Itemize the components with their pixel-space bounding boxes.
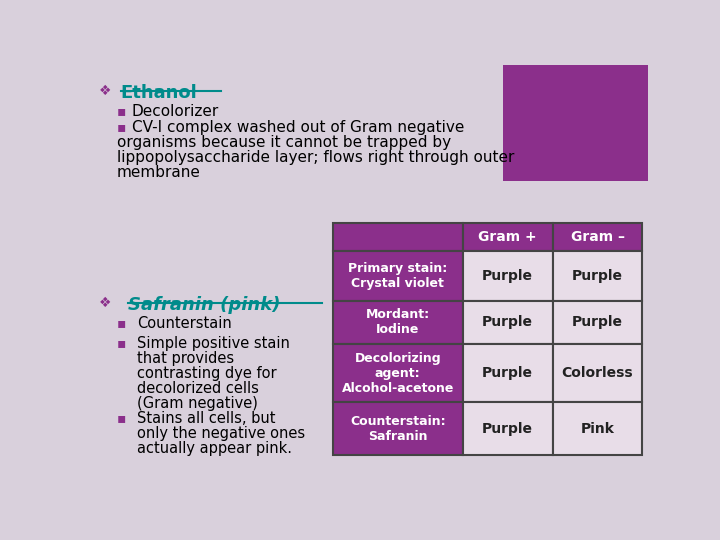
Text: Purple: Purple <box>572 269 623 283</box>
Text: Purple: Purple <box>482 366 534 380</box>
Text: (Gram negative): (Gram negative) <box>138 396 258 411</box>
Text: ▪: ▪ <box>117 336 126 350</box>
Text: Counterstain: Counterstain <box>138 316 232 332</box>
Text: Simple positive stain: Simple positive stain <box>138 336 290 351</box>
Text: that provides: that provides <box>138 351 235 366</box>
Bar <box>553 223 642 251</box>
Text: decolorized cells: decolorized cells <box>138 381 259 396</box>
Text: ▪: ▪ <box>117 120 126 134</box>
Text: ▪: ▪ <box>117 411 126 425</box>
Text: Gram +: Gram + <box>478 230 537 244</box>
Text: Mordant:
Iodine: Mordant: Iodine <box>366 308 430 336</box>
Bar <box>463 402 553 455</box>
Text: Gram –: Gram – <box>570 230 624 244</box>
Text: Stains all cells, but: Stains all cells, but <box>138 411 276 426</box>
Text: Colorless: Colorless <box>562 366 634 380</box>
Text: contrasting dye for: contrasting dye for <box>138 366 277 381</box>
Bar <box>553 344 642 402</box>
Bar <box>333 402 463 455</box>
Text: Decolorizer: Decolorizer <box>132 104 219 119</box>
Bar <box>463 223 553 251</box>
Text: actually appear pink.: actually appear pink. <box>138 441 292 456</box>
Text: Safranin (pink): Safranin (pink) <box>128 295 281 314</box>
Text: Counterstain:
Safranin: Counterstain: Safranin <box>350 415 446 443</box>
Bar <box>553 301 642 344</box>
Bar <box>333 223 463 251</box>
Text: Purple: Purple <box>482 422 534 436</box>
Bar <box>333 344 463 402</box>
Bar <box>333 251 463 301</box>
Text: lippopolysaccharide layer; flows right through outer: lippopolysaccharide layer; flows right t… <box>117 150 514 165</box>
Bar <box>553 251 642 301</box>
Text: ▪: ▪ <box>117 316 126 330</box>
Text: Purple: Purple <box>482 269 534 283</box>
Text: Purple: Purple <box>482 315 534 329</box>
Text: only the negative ones: only the negative ones <box>138 426 305 441</box>
Text: Ethanol: Ethanol <box>121 84 197 102</box>
Bar <box>503 65 648 181</box>
Text: Decolorizing
agent:
Alcohol-acetone: Decolorizing agent: Alcohol-acetone <box>341 352 454 395</box>
Bar <box>463 301 553 344</box>
Text: ❖: ❖ <box>99 295 111 309</box>
Bar <box>463 251 553 301</box>
Text: CV-I complex washed out of Gram negative: CV-I complex washed out of Gram negative <box>132 120 464 134</box>
Bar <box>553 402 642 455</box>
Bar <box>463 344 553 402</box>
Text: organisms because it cannot be trapped by: organisms because it cannot be trapped b… <box>117 134 451 150</box>
Text: Pink: Pink <box>580 422 614 436</box>
Text: ▪: ▪ <box>117 104 126 118</box>
Bar <box>333 301 463 344</box>
Text: Purple: Purple <box>572 315 623 329</box>
Text: Primary stain:
Crystal violet: Primary stain: Crystal violet <box>348 262 447 290</box>
Text: ❖: ❖ <box>99 84 111 98</box>
Text: membrane: membrane <box>117 165 201 180</box>
